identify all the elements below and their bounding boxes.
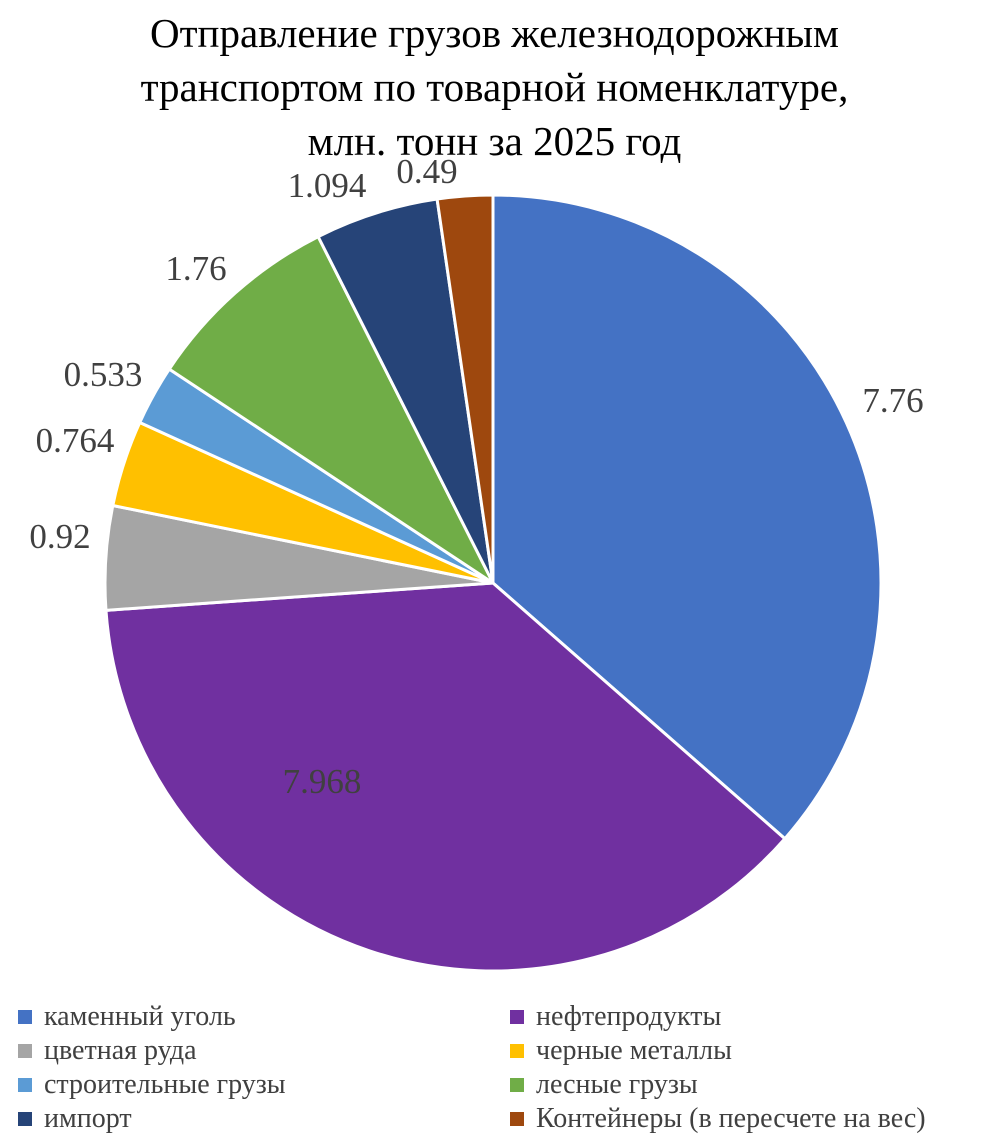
data-label: 0.533 bbox=[64, 355, 143, 394]
data-label: 0.49 bbox=[396, 152, 457, 191]
data-label: 1.76 bbox=[165, 249, 226, 288]
legend-label: импорт bbox=[44, 1103, 132, 1134]
pie-slice bbox=[435, 193, 495, 585]
pie-slice bbox=[167, 235, 495, 585]
legend-item: импорт bbox=[18, 1102, 132, 1136]
legend-label: черные металлы bbox=[536, 1035, 732, 1066]
pie-chart: 7.76 7.968 0.92 0.764 0.533 1.76 1.094 0.49 bbox=[29, 152, 924, 973]
legend-item: цветная руда bbox=[18, 1034, 197, 1068]
pie-slice bbox=[104, 581, 787, 973]
legend-swatch bbox=[18, 1078, 32, 1092]
legend-item: каменный уголь bbox=[18, 1000, 236, 1034]
data-label: 0.764 bbox=[36, 421, 115, 460]
legend-item: Контейнеры (в пересчете на вес) bbox=[510, 1102, 926, 1136]
legend-label: цветная руда bbox=[44, 1035, 197, 1066]
pie-slice bbox=[491, 193, 883, 841]
legend-label: строительные грузы bbox=[44, 1069, 286, 1100]
legend-swatch bbox=[18, 1044, 32, 1058]
data-label: 0.92 bbox=[29, 517, 90, 556]
legend-item: черные металлы bbox=[510, 1034, 732, 1068]
data-label: 1.094 bbox=[288, 166, 367, 205]
legend-swatch bbox=[18, 1112, 32, 1126]
legend-item: лесные грузы bbox=[510, 1068, 698, 1102]
chart-title-line-1: Отправление грузов железнодорожным bbox=[149, 10, 839, 56]
legend-swatch bbox=[510, 1010, 524, 1024]
legend-swatch bbox=[510, 1044, 524, 1058]
chart-title-line-2: транспортом по товарной номенклатуре, bbox=[140, 64, 849, 110]
legend-label: Контейнеры (в пересчете на вес) bbox=[536, 1103, 926, 1134]
legend-label: нефтепродукты bbox=[536, 1001, 722, 1032]
legend-swatch bbox=[510, 1112, 524, 1126]
legend-item: строительные грузы bbox=[18, 1068, 286, 1102]
chart-title: Отправление грузов железнодорожным транс… bbox=[0, 6, 989, 168]
legend-label: лесные грузы bbox=[536, 1069, 698, 1100]
chart-title-line-3: млн. тонн за 2025 год bbox=[307, 118, 682, 164]
legend-swatch bbox=[510, 1078, 524, 1092]
legend-label: каменный уголь bbox=[44, 1001, 236, 1032]
legend-swatch bbox=[18, 1010, 32, 1024]
data-label: 7.76 bbox=[862, 381, 923, 420]
legend-item: нефтепродукты bbox=[510, 1000, 721, 1034]
data-label: 7.968 bbox=[283, 762, 362, 801]
